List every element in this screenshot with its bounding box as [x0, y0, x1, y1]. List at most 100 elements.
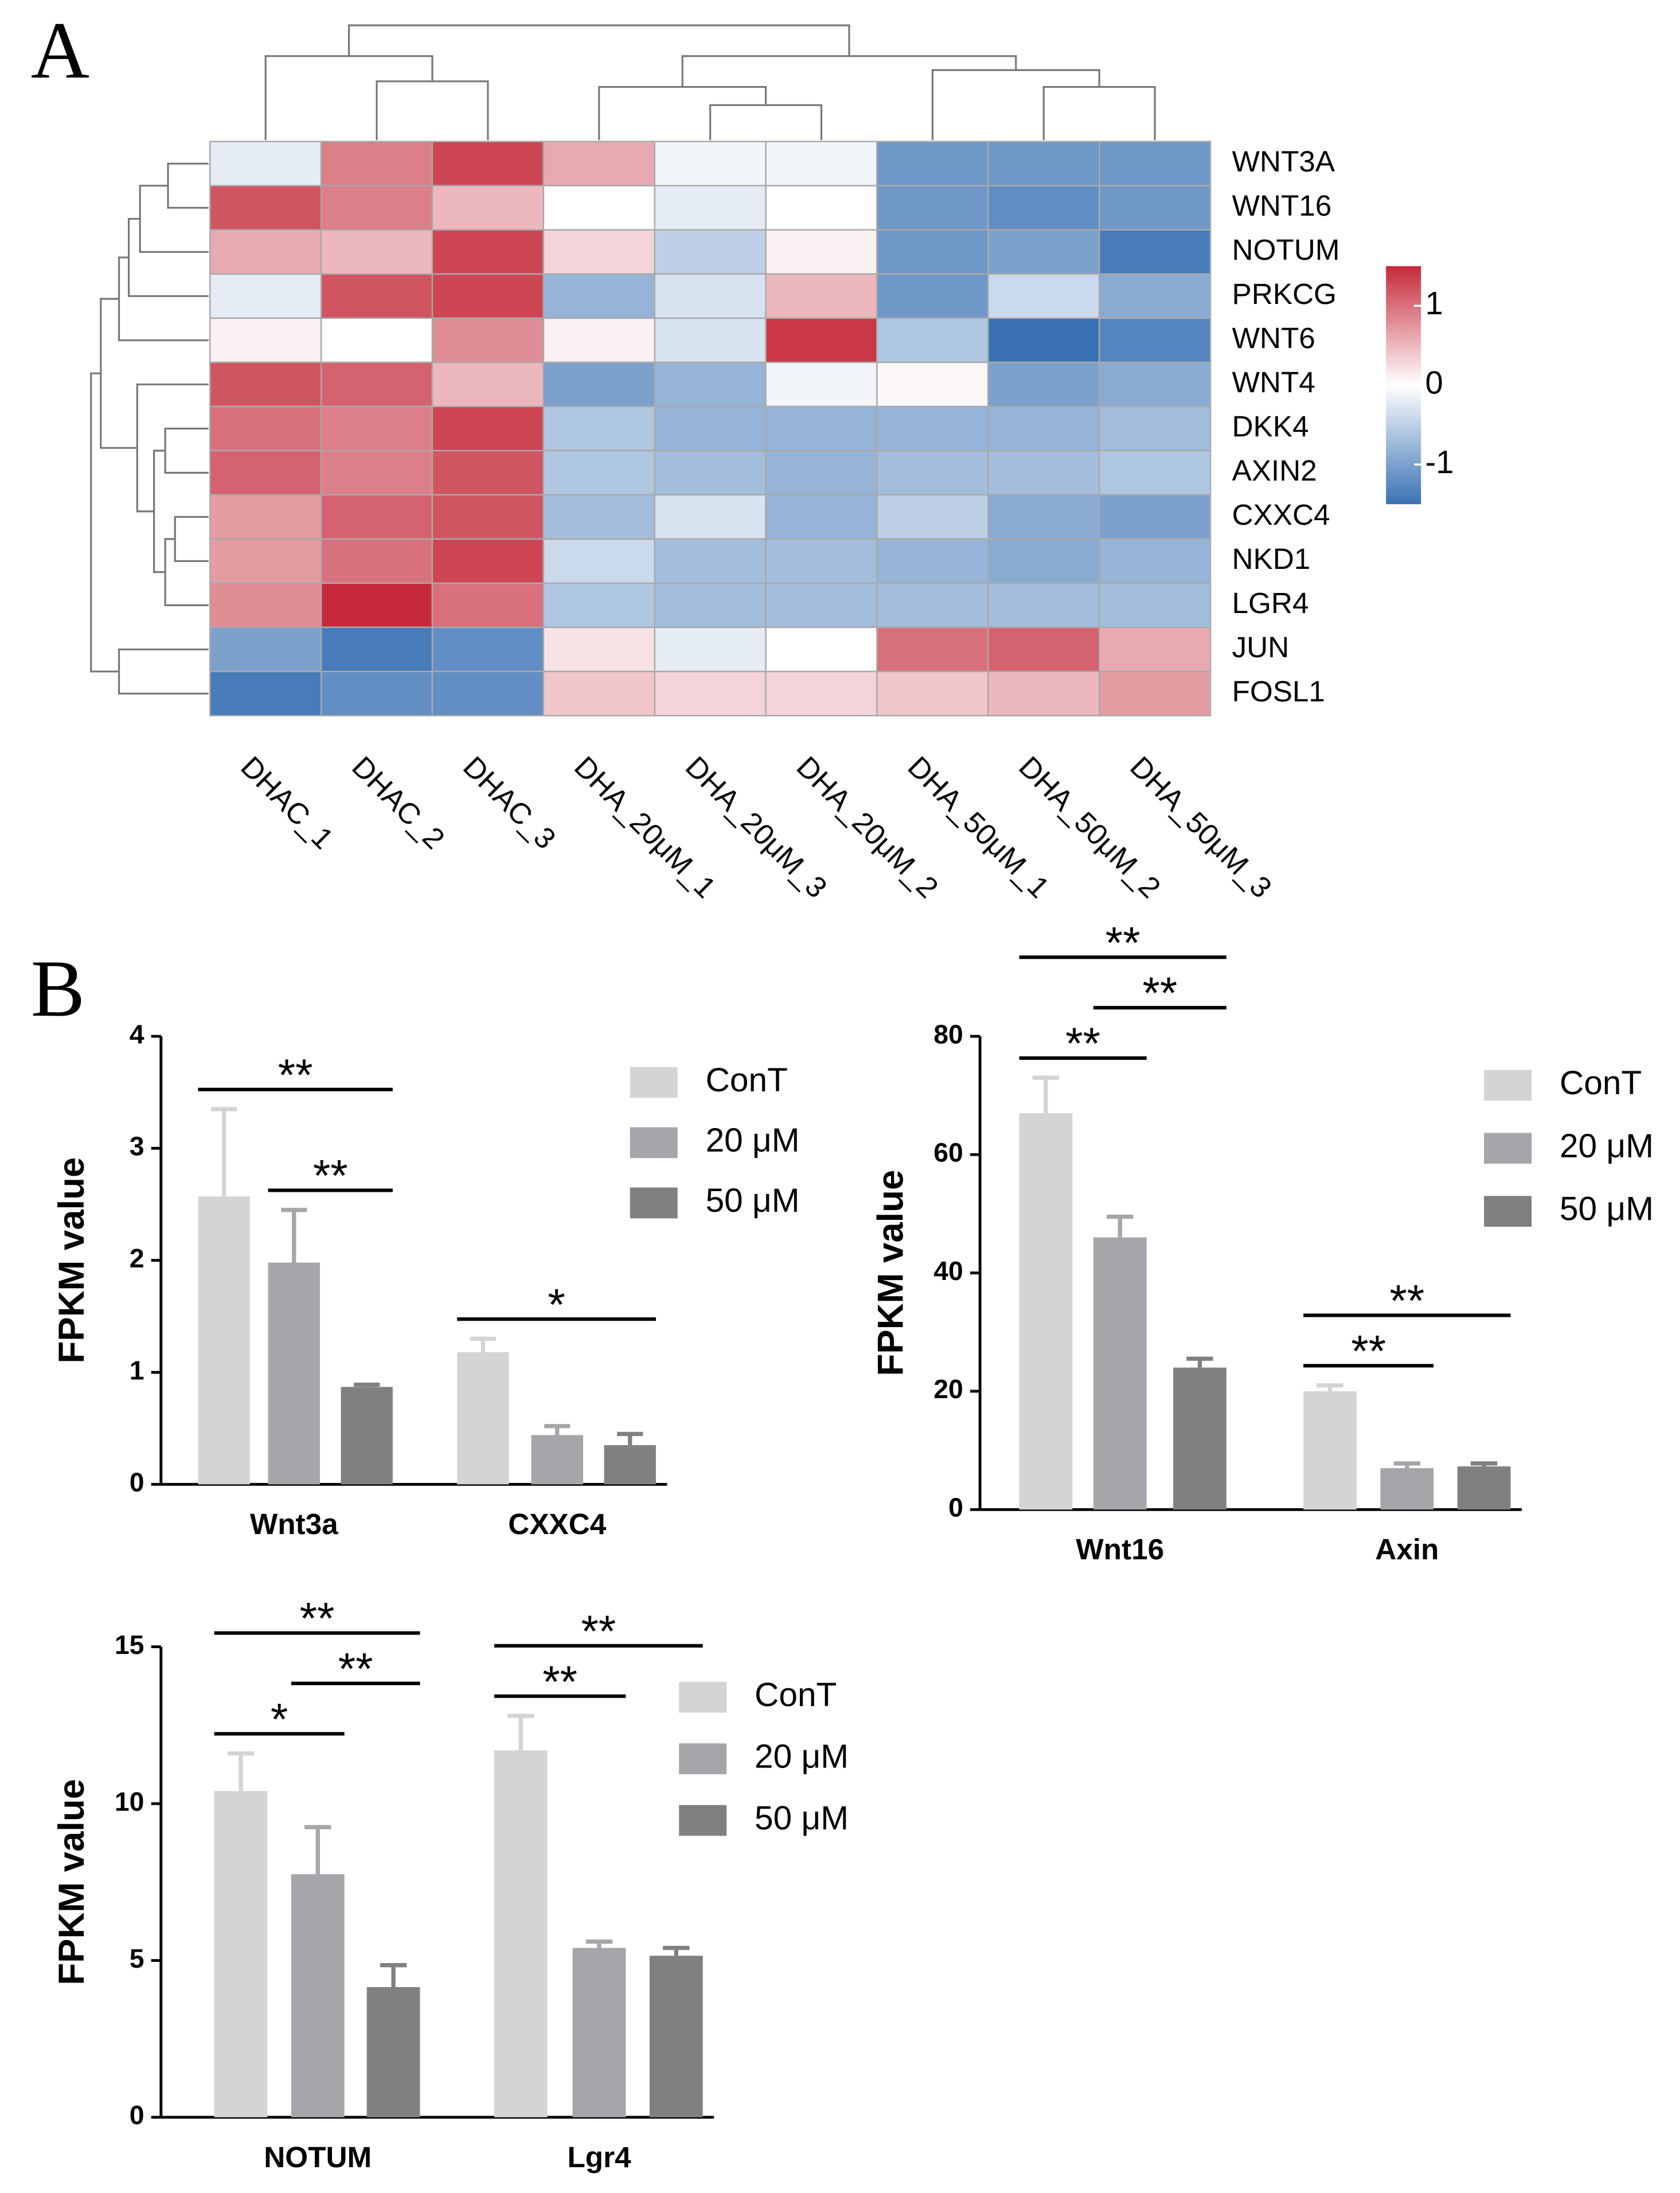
heatmap-cell — [320, 494, 433, 540]
heatmap-cell — [209, 317, 322, 364]
dendrogram-branch — [153, 450, 166, 573]
heatmap-cell — [431, 494, 545, 540]
heatmap-cell — [987, 670, 1100, 717]
heatmap-cell — [542, 450, 655, 496]
dendrogram-branch — [709, 104, 823, 141]
heatmap-cell — [542, 405, 655, 452]
y-tick-label: 1 — [130, 1355, 144, 1385]
dendrogram-branch — [1042, 85, 1156, 141]
heatmap-cell — [765, 141, 878, 187]
dendrogram-branch — [174, 516, 209, 562]
heatmap-cell — [987, 405, 1100, 452]
column-label: DHAC_2 — [346, 750, 451, 855]
legend-label: ConT — [1560, 1064, 1642, 1102]
heatmap-cell — [765, 185, 878, 231]
heatmap-cell — [876, 582, 989, 629]
y-tick-label: 60 — [933, 1138, 963, 1168]
heatmap-cell — [209, 538, 322, 584]
dendrogram-branch — [164, 427, 209, 474]
heatmap-cell — [765, 229, 878, 275]
legend-swatch — [1484, 1196, 1532, 1227]
heatmap-cell — [765, 670, 878, 717]
colorbar-tick-label: 0 — [1425, 364, 1443, 400]
heatmap-cell — [209, 405, 322, 452]
error-bar — [1393, 1461, 1421, 1469]
dendrogram-branch — [347, 24, 850, 56]
legend-label: 20 μM — [1560, 1127, 1654, 1165]
heatmap-cell — [209, 229, 322, 275]
dendrogram-branch — [118, 648, 209, 694]
heatmap-cell — [1098, 494, 1212, 540]
colorbar-tick-label: -1 — [1425, 444, 1454, 480]
heatmap-cell — [876, 273, 989, 319]
heatmap-cell — [431, 229, 545, 275]
error-bar — [1316, 1383, 1343, 1391]
heatmap-cell — [542, 273, 655, 319]
error-bar — [1107, 1214, 1134, 1238]
heatmap-cell — [765, 273, 878, 319]
error-bar — [544, 1424, 571, 1435]
heatmap-cell — [987, 141, 1100, 187]
legend-label: 20 μM — [755, 1738, 849, 1775]
x-tick-label: CXXC4 — [508, 1508, 606, 1540]
error-bar — [617, 1431, 643, 1445]
dendrogram-branch — [167, 162, 209, 209]
row-label: NOTUM — [1232, 233, 1340, 266]
heatmap-cell — [209, 494, 322, 540]
heatmap-cell — [431, 317, 545, 364]
row-label: NKD1 — [1232, 543, 1311, 575]
dendrogram-branch — [90, 372, 119, 673]
heatmap-cell — [987, 538, 1100, 584]
heatmap-cell — [654, 317, 767, 364]
legend-swatch — [630, 1127, 678, 1158]
row-label: WNT4 — [1232, 366, 1315, 399]
heatmap-cell — [765, 405, 878, 452]
bar — [457, 1352, 509, 1485]
bar — [649, 1956, 703, 2117]
significance-label: * — [271, 1693, 288, 1744]
y-tick-label: 15 — [115, 1630, 144, 1660]
y-tick-label: 0 — [130, 1468, 144, 1497]
legend-swatch — [630, 1067, 678, 1098]
bar — [268, 1262, 320, 1485]
dendrogram-branch — [164, 538, 209, 606]
heatmap-cell — [542, 626, 655, 673]
row-label: LGR4 — [1232, 587, 1309, 619]
heatmap-cell — [320, 229, 433, 275]
dendrogram-branch — [118, 256, 209, 341]
heatmap-cell — [431, 670, 545, 717]
heatmap-cell — [542, 361, 655, 408]
heatmap-cell — [987, 317, 1100, 364]
significance-label: ** — [313, 1150, 348, 1201]
heatmap-cell — [431, 582, 545, 629]
heatmap-cell — [987, 582, 1100, 629]
heatmap-cell — [431, 538, 545, 584]
row-label: WNT3A — [1232, 145, 1335, 178]
heatmap-cell — [209, 273, 322, 319]
heatmap-cell — [209, 185, 322, 231]
legend-label: 50 μM — [706, 1182, 800, 1219]
dendrogram-branch — [136, 383, 209, 513]
row-label: FOSL1 — [1232, 675, 1325, 708]
bar — [1303, 1391, 1357, 1510]
legend-swatch — [630, 1187, 678, 1219]
heatmap-cell — [1098, 273, 1212, 319]
heatmap-cell — [876, 317, 989, 364]
heatmap-cell — [876, 626, 989, 673]
heatmap-cell — [876, 361, 989, 408]
heatmap-cell — [209, 141, 322, 187]
heatmap-cell — [1098, 361, 1212, 408]
heatmap-cell — [654, 582, 767, 629]
heatmap-cell — [1098, 317, 1212, 364]
legend-swatch — [1484, 1133, 1532, 1164]
heatmap-cell — [320, 405, 433, 452]
significance-label: * — [548, 1279, 565, 1329]
legend-swatch — [679, 1805, 727, 1836]
dendrogram-branch — [139, 185, 209, 253]
colorbar-tick-label: 1 — [1425, 285, 1443, 321]
y-axis-label: FPKM value — [871, 1170, 911, 1376]
heatmap-cell — [876, 670, 989, 717]
legend-label: ConT — [706, 1062, 788, 1099]
x-tick-label: Axin — [1375, 1533, 1439, 1566]
